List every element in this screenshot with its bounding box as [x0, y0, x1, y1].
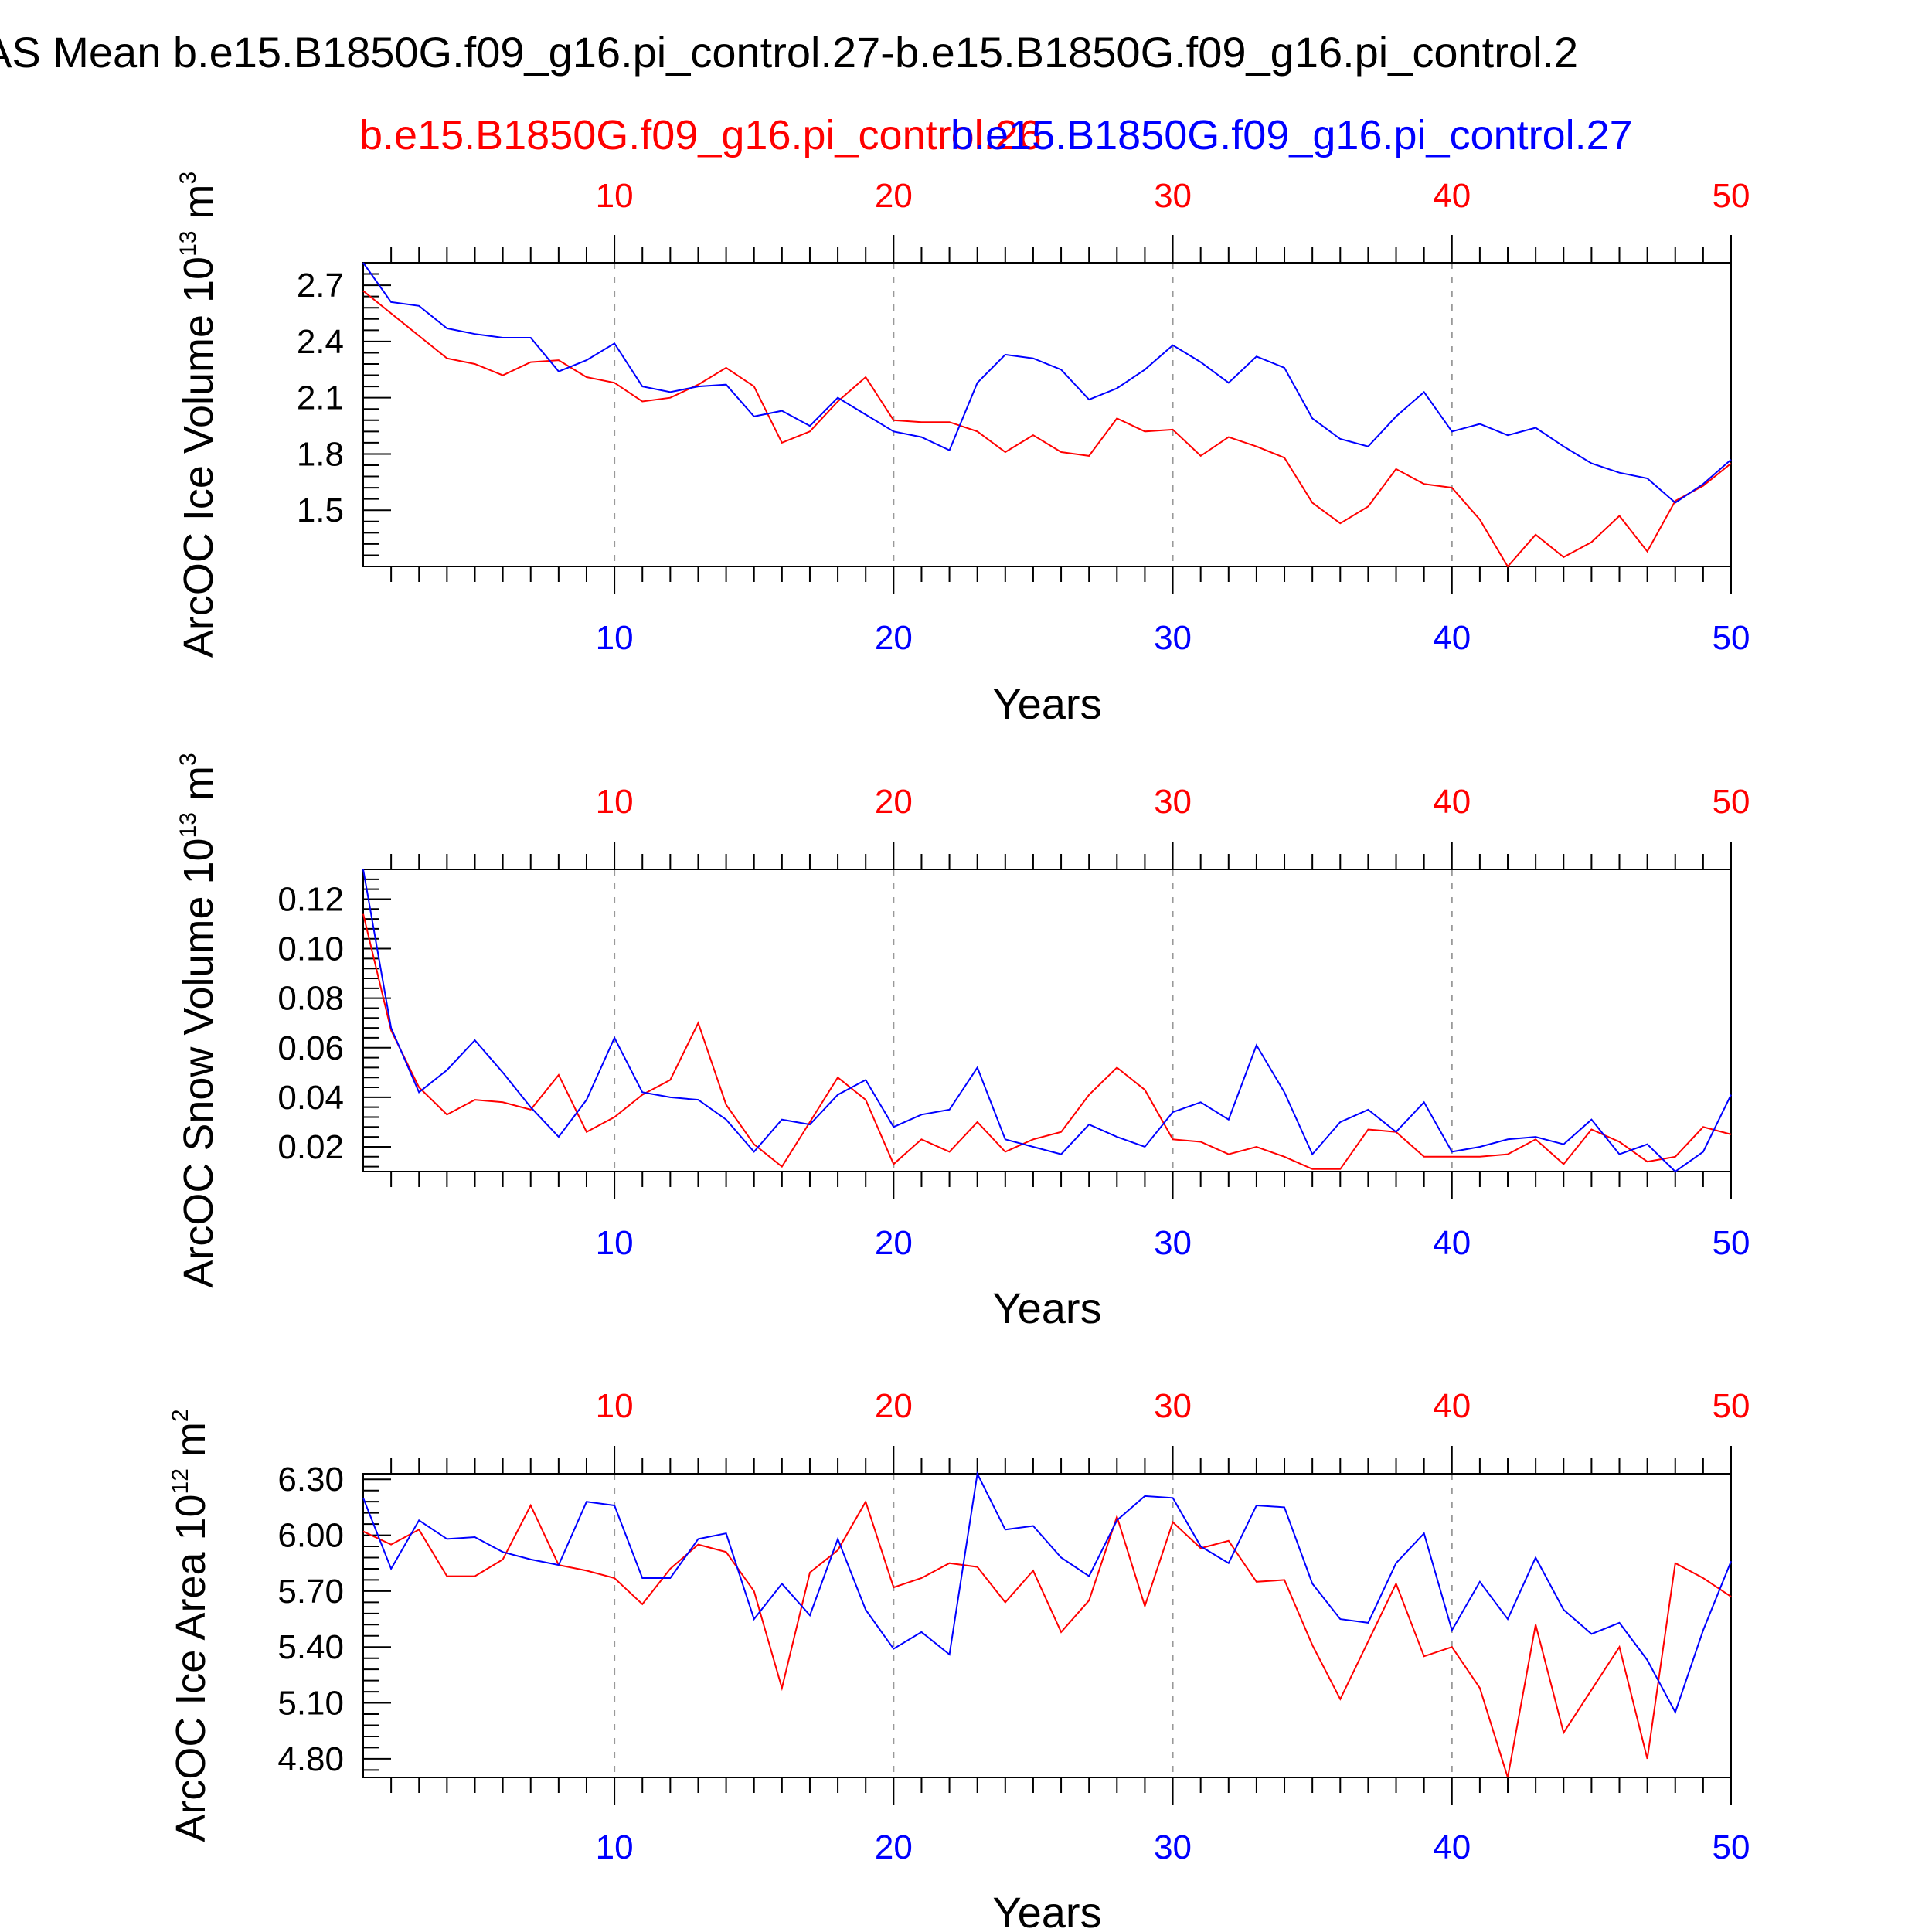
- x-tick-label-top: 20: [875, 177, 913, 215]
- series-line-red: [362, 913, 1732, 1170]
- x-tick-label-top: 40: [1433, 177, 1471, 215]
- chart-title: AS Mean b.e15.B1850G.f09_g16.pi_control.…: [0, 28, 1578, 77]
- y-axis-label: ArcOC Ice Area 1012 m2: [168, 1409, 214, 1842]
- y-axis-label: ArcOC Ice Volume 1013 m3: [175, 172, 222, 658]
- y-tick-label: 0.06: [277, 1029, 344, 1067]
- plot-frame: [362, 262, 1732, 567]
- x-tick-label-bottom: 10: [596, 1828, 634, 1866]
- x-tick-label-top: 10: [596, 1387, 634, 1425]
- x-tick-label-top: 40: [1433, 1387, 1471, 1425]
- x-tick-label-top: 30: [1154, 177, 1192, 215]
- x-tick-label-bottom: 40: [1433, 619, 1471, 657]
- x-tick-label-bottom: 40: [1433, 1828, 1471, 1866]
- panel-2: 10 10 20 20 30 30 40 40 50 50 0.12 0.10 0.08 0.06 0.04…: [175, 753, 1750, 1332]
- y-tick-label: 0.12: [277, 880, 344, 918]
- y-tick-label: 5.40: [277, 1628, 344, 1666]
- x-tick-label-top: 50: [1713, 177, 1750, 215]
- y-tick-label: 6.00: [277, 1517, 344, 1555]
- series-line-blue: [362, 1471, 1732, 1715]
- y-tick-label: 5.10: [277, 1685, 344, 1723]
- y-tick-label: 2.1: [297, 379, 344, 417]
- y-tick-label: 0.08: [277, 980, 344, 1018]
- series-line-red: [362, 290, 1732, 568]
- x-tick-label-top: 30: [1154, 1387, 1192, 1425]
- plot-frame: [362, 869, 1732, 1172]
- chart-panels: 10 10 20 20 30 30 40 40 50 50 2.7 2.4 2.1 1.8 1.5 Years…: [168, 172, 1750, 1932]
- x-tick-label-bottom: 20: [875, 1828, 913, 1866]
- panel-3: 10 10 20 20 30 30 40 40 50 50 6.30 6.00 5.70 5.40 5.10…: [168, 1387, 1750, 1932]
- y-tick-label: 1.5: [297, 492, 344, 529]
- x-tick-label-bottom: 30: [1154, 1828, 1192, 1866]
- y-tick-label: 5.70: [277, 1573, 344, 1611]
- x-tick-label-top: 50: [1713, 783, 1750, 821]
- legend-label-red: b.e15.B1850G.f09_g16.pi_control.26: [359, 112, 1042, 158]
- x-tick-label-bottom: 20: [875, 619, 913, 657]
- x-axis-label: Years: [992, 1888, 1101, 1932]
- legend-label-blue: b.e15.B1850G.f09_g16.pi_control.27: [951, 112, 1633, 158]
- x-tick-label-bottom: 50: [1713, 1828, 1750, 1866]
- x-tick-label-bottom: 10: [596, 619, 634, 657]
- x-tick-label-top: 20: [875, 783, 913, 821]
- y-tick-label: 6.30: [277, 1461, 344, 1498]
- y-tick-label: 4.80: [277, 1740, 344, 1778]
- series-line-red: [362, 1499, 1732, 1778]
- y-tick-label: 0.04: [277, 1079, 344, 1117]
- x-tick-label-top: 50: [1713, 1387, 1750, 1425]
- x-axis-label: Years: [992, 679, 1101, 728]
- x-tick-label-bottom: 50: [1713, 619, 1750, 657]
- x-tick-label-top: 30: [1154, 783, 1192, 821]
- x-tick-label-top: 20: [875, 1387, 913, 1425]
- x-tick-label-top: 40: [1433, 783, 1471, 821]
- y-tick-label: 0.10: [277, 930, 344, 968]
- y-tick-label: 1.8: [297, 435, 344, 473]
- y-axis-label: ArcOC Snow Volume 1013 m3: [175, 753, 222, 1287]
- x-tick-label-bottom: 40: [1433, 1224, 1471, 1262]
- x-tick-label-top: 10: [596, 177, 634, 215]
- x-tick-label-bottom: 10: [596, 1224, 634, 1262]
- plot-frame: [362, 1473, 1732, 1778]
- series-line-blue: [362, 262, 1732, 504]
- x-tick-label-bottom: 30: [1154, 619, 1192, 657]
- panel-1: 10 10 20 20 30 30 40 40 50 50 2.7 2.4 2.1 1.8 1.5 Years…: [175, 172, 1750, 728]
- x-tick-label-top: 10: [596, 783, 634, 821]
- y-tick-label: 2.7: [297, 267, 344, 304]
- y-tick-label: 2.4: [297, 323, 344, 361]
- x-tick-label-bottom: 20: [875, 1224, 913, 1262]
- x-tick-label-bottom: 50: [1713, 1224, 1750, 1262]
- series-line-blue: [362, 869, 1732, 1173]
- y-tick-label: 0.02: [277, 1128, 344, 1166]
- x-axis-label: Years: [992, 1284, 1101, 1332]
- x-tick-label-bottom: 30: [1154, 1224, 1192, 1262]
